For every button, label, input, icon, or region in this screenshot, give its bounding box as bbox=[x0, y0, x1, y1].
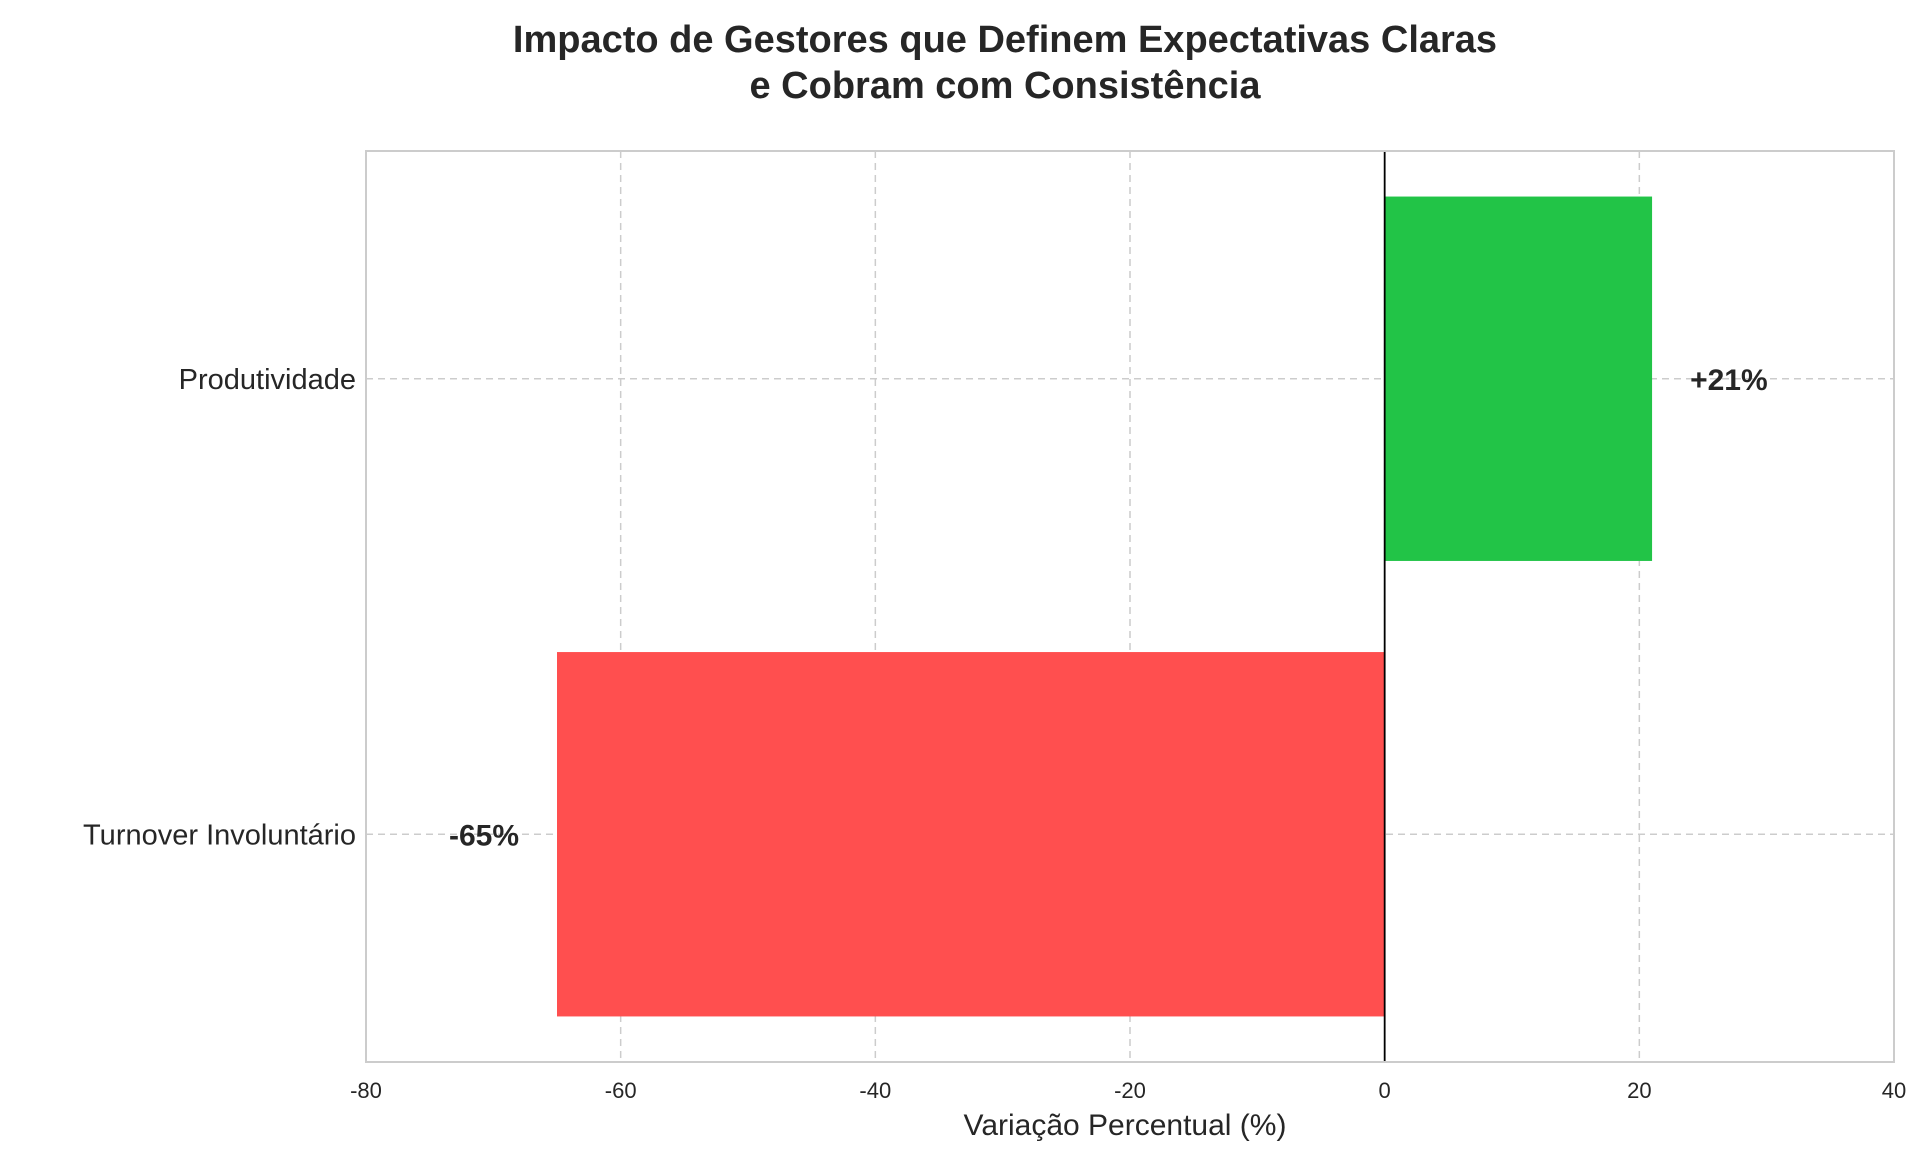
x-axis-label: Variação Percentual (%) bbox=[964, 1109, 1287, 1142]
x-tick-label: -20 bbox=[1114, 1078, 1146, 1103]
data-labels: +21% -65% bbox=[449, 364, 1768, 853]
plot-frame bbox=[365, 150, 1895, 1063]
x-tick-label: 0 bbox=[1379, 1078, 1391, 1103]
chart-title-line-1: Impacto de Gestores que Definem Expectat… bbox=[513, 19, 1497, 61]
x-tick-label: -60 bbox=[605, 1078, 637, 1103]
bar bbox=[1384, 196, 1653, 561]
bars bbox=[557, 196, 1653, 1017]
x-tick-label: -40 bbox=[859, 1078, 891, 1103]
x-tick-label: -80 bbox=[350, 1078, 382, 1103]
bar-data-label: -65% bbox=[449, 819, 519, 852]
y-category-label: Produtividade bbox=[179, 364, 356, 396]
x-tick-label: 20 bbox=[1627, 1078, 1651, 1103]
chart-title-line-2: e Cobram com Consistência bbox=[749, 65, 1261, 107]
y-category-label: Turnover Involuntário bbox=[83, 819, 356, 851]
axes: -80 -60 -40 -20 0 20 40 Produtividade Turnover I… bbox=[83, 150, 1906, 1103]
x-tick-label: 40 bbox=[1882, 1078, 1906, 1103]
bar-data-label: +21% bbox=[1690, 364, 1768, 397]
bar bbox=[557, 652, 1385, 1017]
